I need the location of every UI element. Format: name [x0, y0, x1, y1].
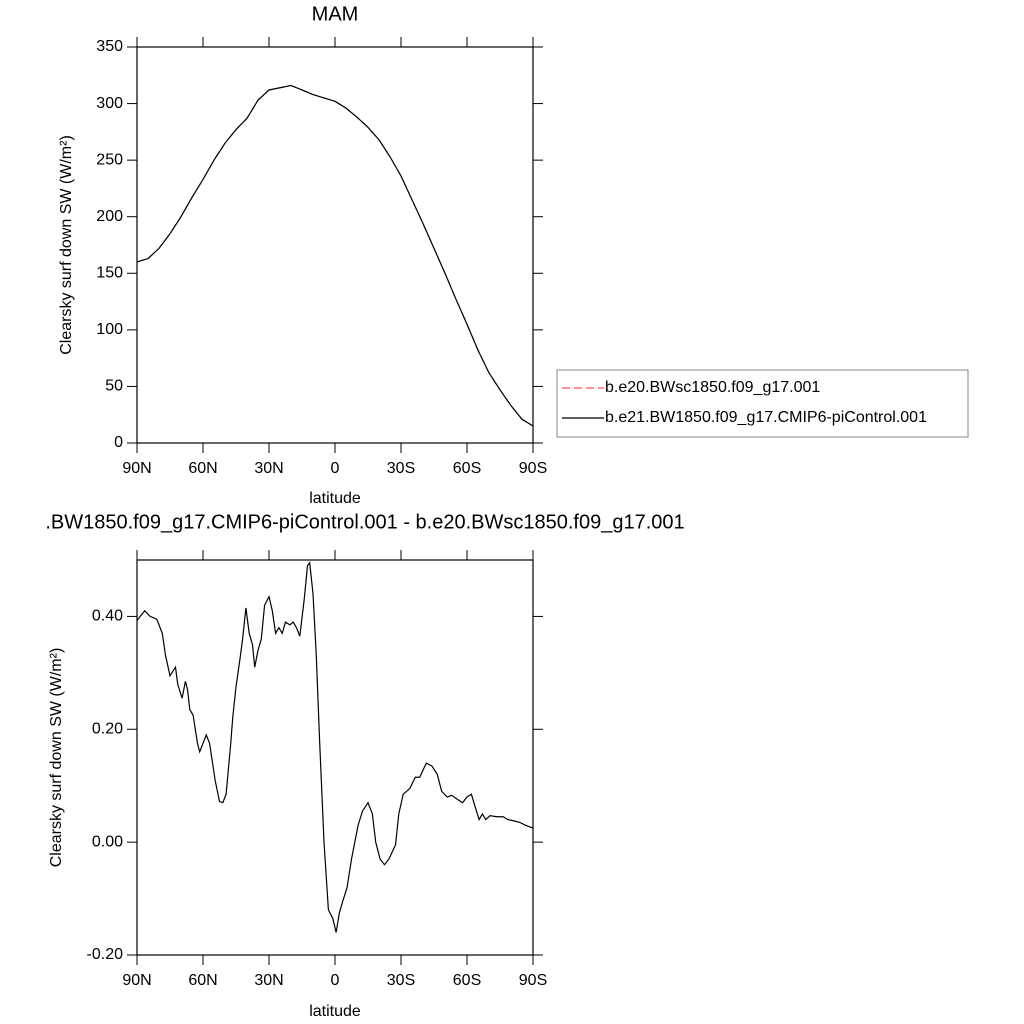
chart-title: .BW1850.f09_g17.CMIP6-piControl.001 - b.… [45, 511, 684, 533]
legend-box [556, 369, 969, 438]
y-tick-label: 0.40 [92, 608, 123, 625]
y-tick-label: 200 [96, 208, 123, 225]
x-tick-label: 90S [519, 972, 547, 989]
y-tick-label: 50 [105, 378, 123, 395]
y-axis-label: Clearsky surf down SW (W/m²) [58, 135, 75, 355]
x-tick-label: 60S [453, 972, 481, 989]
y-tick-label: 150 [96, 265, 123, 282]
x-tick-label: 90S [519, 460, 547, 477]
plot-frame [136, 46, 534, 444]
y-tick-label: -0.20 [87, 946, 124, 963]
y-tick-label: 350 [96, 38, 123, 55]
y-tick-label: 250 [96, 151, 123, 168]
x-tick-label: 60N [188, 460, 217, 477]
x-tick-label: 30S [387, 460, 415, 477]
data-line [136, 561, 534, 933]
y-tick-label: 300 [96, 95, 123, 112]
x-tick-label: 30N [254, 972, 283, 989]
legend-label: b.e21.BW1850.f09_g17.CMIP6-piControl.001 [605, 409, 927, 426]
x-axis-label: latitude [309, 490, 361, 507]
x-tick-label: 90N [122, 972, 151, 989]
y-axis-label: Clearsky surf down SW (W/m²) [48, 648, 65, 868]
y-tick-label: 100 [96, 321, 123, 338]
x-tick-label: 90N [122, 460, 151, 477]
chart-title: MAM [312, 3, 359, 25]
x-tick-label: 0 [331, 460, 340, 477]
data-line [136, 84, 534, 427]
y-tick-label: 0.20 [92, 721, 123, 738]
x-tick-label: 30N [254, 460, 283, 477]
x-tick-label: 60S [453, 460, 481, 477]
y-tick-label: 0 [114, 434, 123, 451]
plot-frame [136, 559, 534, 956]
x-tick-label: 0 [331, 972, 340, 989]
y-tick-label: 0.00 [92, 833, 123, 850]
data-line [136, 84, 534, 427]
legend-label: b.e20.BWsc1850.f09_g17.001 [605, 379, 820, 396]
x-tick-label: 60N [188, 972, 217, 989]
x-tick-label: 30S [387, 972, 415, 989]
x-axis-label: latitude [309, 1003, 361, 1020]
